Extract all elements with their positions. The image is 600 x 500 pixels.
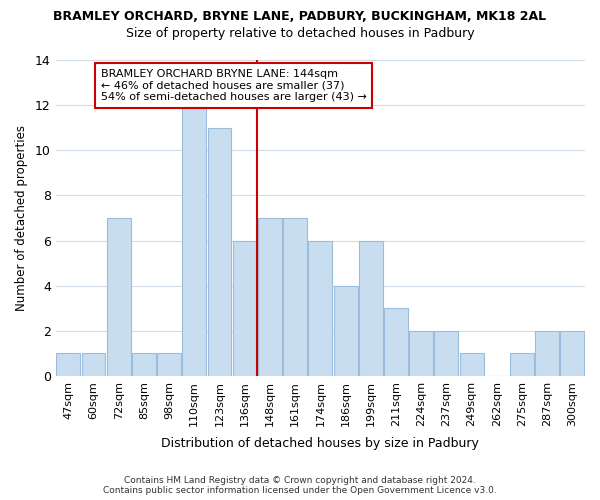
Text: Size of property relative to detached houses in Padbury: Size of property relative to detached ho… — [125, 28, 475, 40]
Bar — [535, 331, 559, 376]
Bar — [157, 354, 181, 376]
Text: BRAMLEY ORCHARD, BRYNE LANE, PADBURY, BUCKINGHAM, MK18 2AL: BRAMLEY ORCHARD, BRYNE LANE, PADBURY, BU… — [53, 10, 547, 23]
Bar — [510, 354, 534, 376]
Bar — [384, 308, 408, 376]
Bar — [359, 240, 383, 376]
Bar — [409, 331, 433, 376]
Text: Contains HM Land Registry data © Crown copyright and database right 2024.
Contai: Contains HM Land Registry data © Crown c… — [103, 476, 497, 495]
Bar — [233, 240, 257, 376]
Bar — [434, 331, 458, 376]
Bar — [560, 331, 584, 376]
Bar — [132, 354, 156, 376]
Bar — [56, 354, 80, 376]
Bar — [308, 240, 332, 376]
Bar — [460, 354, 484, 376]
Text: BRAMLEY ORCHARD BRYNE LANE: 144sqm
← 46% of detached houses are smaller (37)
54%: BRAMLEY ORCHARD BRYNE LANE: 144sqm ← 46%… — [101, 69, 367, 102]
Y-axis label: Number of detached properties: Number of detached properties — [15, 125, 28, 311]
Bar — [334, 286, 358, 376]
Bar — [82, 354, 106, 376]
X-axis label: Distribution of detached houses by size in Padbury: Distribution of detached houses by size … — [161, 437, 479, 450]
Bar — [182, 105, 206, 376]
Bar — [107, 218, 131, 376]
Bar — [258, 218, 282, 376]
Bar — [283, 218, 307, 376]
Bar — [208, 128, 232, 376]
